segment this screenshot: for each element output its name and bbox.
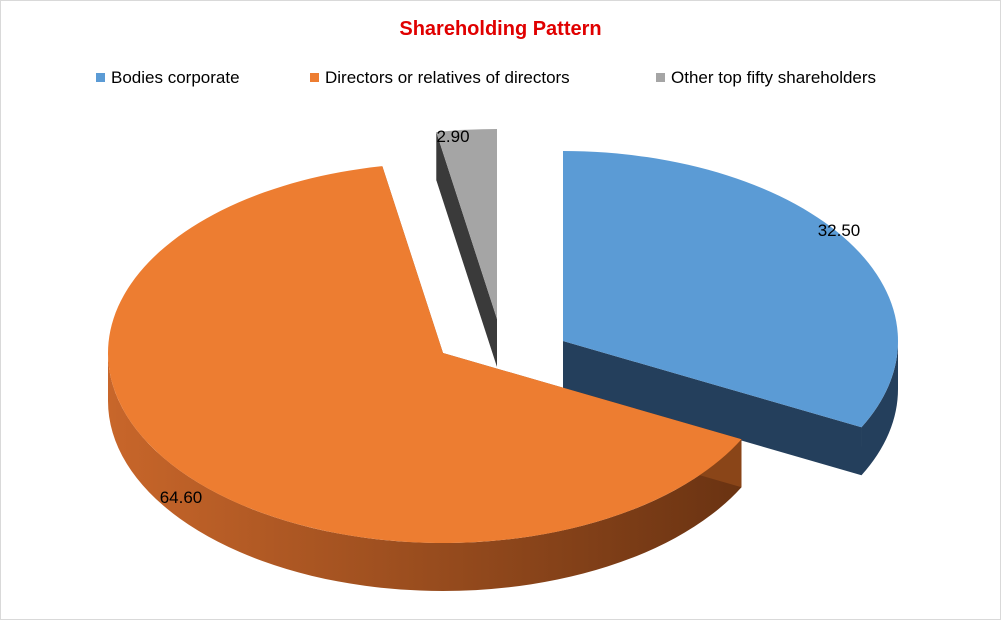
pie-wall-other-top-fifty-0 [436, 132, 497, 367]
legend: Bodies corporate Directors or relatives … [1, 67, 1000, 91]
pie-slice-directors[interactable] [107, 166, 742, 543]
legend-swatch-directors [310, 73, 319, 82]
legend-label-bodies-corporate: Bodies corporate [111, 68, 240, 87]
legend-label-directors: Directors or relatives of directors [325, 68, 570, 87]
pie-side-bodies-corporate [861, 341, 899, 476]
pie-slice-other-top-fifty[interactable] [436, 129, 497, 319]
legend-swatch-other-top-fifty [656, 73, 665, 82]
pie-side-directors [108, 353, 742, 592]
pie-tops [107, 129, 899, 543]
legend-item-bodies-corporate[interactable]: Bodies corporate [96, 67, 240, 89]
data-label-bodies-corporate: 32.50 [818, 221, 861, 240]
legend-item-directors[interactable]: Directors or relatives of directors [310, 67, 570, 89]
data-label-other-top-fifty: 2.90 [436, 127, 469, 146]
legend-label-other-top-fifty: Other top fifty shareholders [671, 68, 877, 87]
legend-swatch-bodies-corporate [96, 73, 105, 82]
legend-item-other-top-fifty[interactable]: Other top fifty shareholders [656, 67, 876, 89]
pie-slice-bodies-corporate[interactable] [563, 151, 899, 428]
pie-labels: 32.50 64.60 2.90 [160, 127, 861, 507]
chart-title: Shareholding Pattern [399, 18, 602, 40]
data-label-directors: 64.60 [160, 488, 203, 507]
pie-wall-bodies-corporate-1 [563, 341, 862, 476]
